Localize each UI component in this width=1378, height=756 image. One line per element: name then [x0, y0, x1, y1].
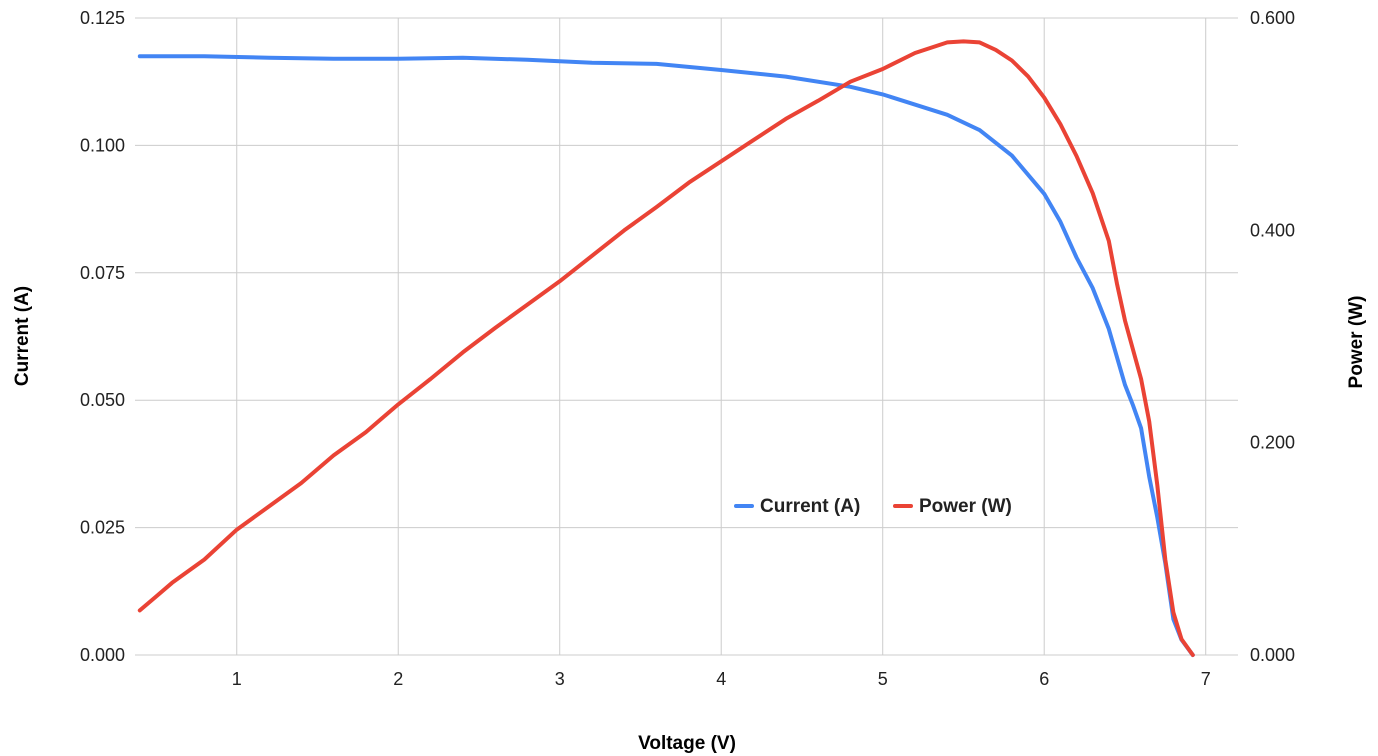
- y2-tick-label: 0.000: [1250, 645, 1295, 665]
- y2-tick-labels: 0.000 0.200 0.400 0.600: [1250, 8, 1295, 665]
- y2-tick-label: 0.400: [1250, 220, 1295, 240]
- y-tick-label: 0.125: [80, 8, 125, 28]
- gridlines: [135, 17, 1238, 656]
- x-tick-label: 1: [232, 669, 242, 689]
- y-axis-title: Current (A): [12, 286, 33, 386]
- x-tick-label: 5: [878, 669, 888, 689]
- x-axis-title: Voltage (V): [638, 733, 736, 754]
- current-line: [137, 54, 1195, 657]
- y-tick-label: 0.000: [80, 645, 125, 665]
- y-tick-label: 0.050: [80, 390, 125, 410]
- x-tick-labels: 1 2 3 4 5 6 7: [232, 669, 1211, 689]
- y-tick-label: 0.100: [80, 135, 125, 155]
- x-tick-label: 6: [1039, 669, 1049, 689]
- y2-tick-label: 0.600: [1250, 8, 1295, 28]
- x-tick-label: 4: [716, 669, 726, 689]
- power-line: [137, 39, 1195, 657]
- x-tick-label: 2: [393, 669, 403, 689]
- legend-label-power: Power (W): [919, 496, 1012, 517]
- y-tick-label: 0.075: [80, 263, 125, 283]
- series-layer: [137, 39, 1195, 657]
- x-tick-label: 7: [1201, 669, 1211, 689]
- legend: Current (A) Power (W): [734, 496, 1012, 517]
- y-tick-label: 0.025: [80, 518, 125, 538]
- x-tick-label: 3: [555, 669, 565, 689]
- legend-item-current: Current (A): [734, 496, 860, 517]
- legend-item-power: Power (W): [893, 496, 1012, 517]
- y-tick-labels: 0.000 0.025 0.050 0.075 0.100 0.125: [80, 8, 125, 665]
- y2-tick-label: 0.200: [1250, 433, 1295, 453]
- y2-axis-title: Power (W): [1346, 296, 1367, 389]
- legend-label-current: Current (A): [760, 496, 860, 517]
